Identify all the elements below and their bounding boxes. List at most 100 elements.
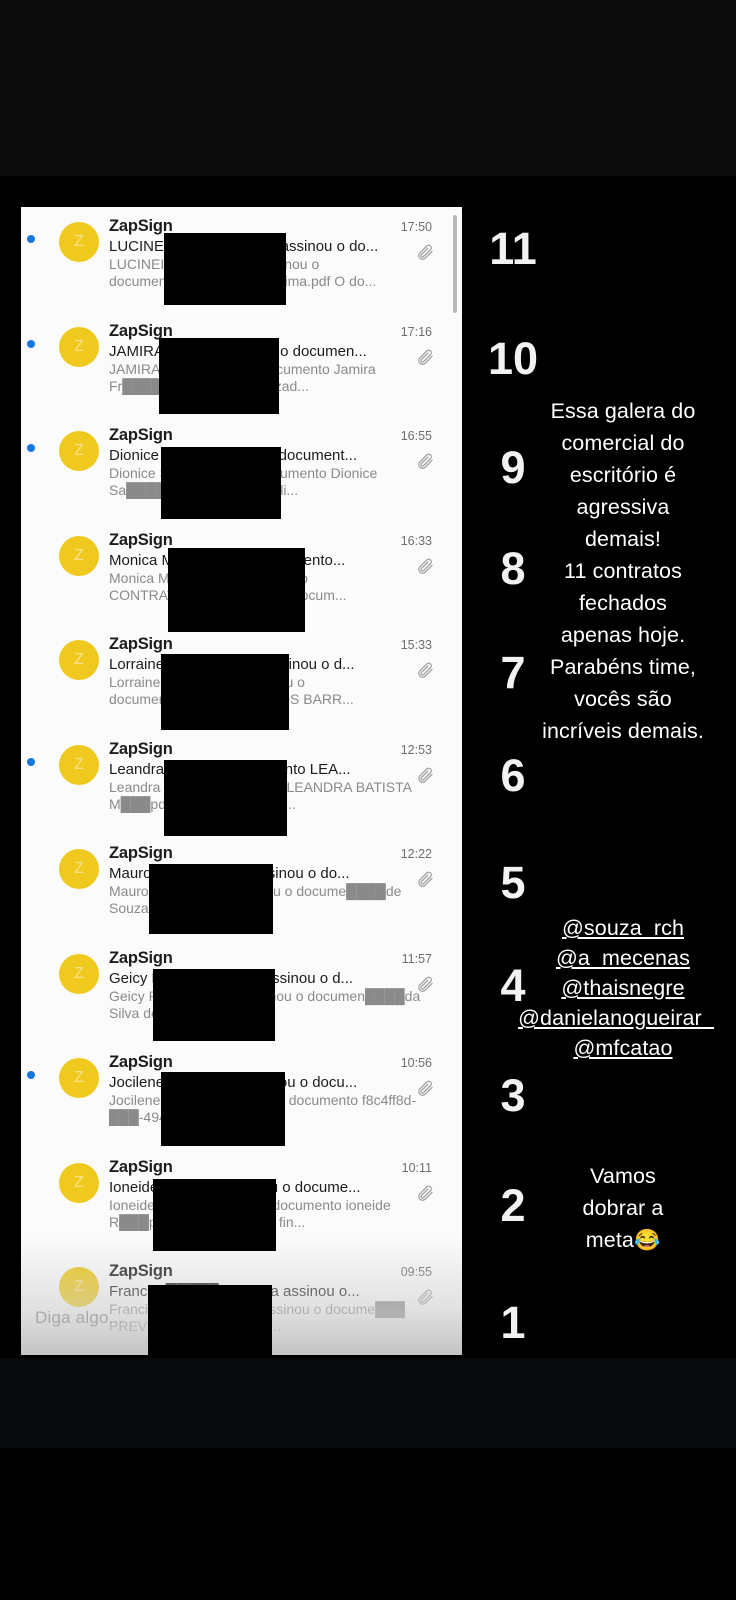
app-name: ZapSign (109, 739, 173, 758)
countdown-number-11: 11 (489, 223, 537, 274)
avatar-initial: Z (74, 651, 84, 668)
avatar: Z (59, 1058, 99, 1098)
avatar: Z (59, 744, 99, 785)
paperclip-icon (416, 661, 434, 679)
msg1-line-3: escritório é (569, 463, 677, 487)
redaction-bar (148, 1285, 272, 1355)
redaction-bar (164, 760, 287, 836)
scrollbar-thumb[interactable] (453, 215, 457, 313)
avatar-initial: Z (74, 233, 84, 250)
paperclip-icon (416, 243, 434, 261)
redaction-bar (168, 548, 305, 632)
app-name: ZapSign (109, 217, 173, 235)
avatar: Z (59, 326, 99, 367)
app-name: ZapSign (109, 635, 173, 653)
msg2-line-2: dobrar a (582, 1196, 664, 1220)
msg1-line-11: incríveis demais. (542, 719, 704, 743)
msg1-line-9: Parabéns time, (550, 655, 696, 679)
avatar: Z (59, 535, 99, 576)
bottom-letterbox-band (0, 1358, 736, 1448)
timestamp: 16:33 (400, 533, 432, 548)
paperclip-icon (416, 975, 434, 993)
mention-a-mecenas[interactable]: @a_mecenas (556, 946, 690, 970)
paperclip-icon (416, 1184, 434, 1202)
msg1-line-4: agressiva (576, 495, 670, 519)
avatar-initial: Z (74, 860, 84, 877)
redaction-bar (161, 447, 281, 519)
msg1-line-6: 11 contratos (564, 559, 682, 583)
avatar: Z (59, 953, 99, 994)
unread-dot (27, 444, 35, 452)
redaction-bar (149, 864, 273, 934)
countdown-number-9: 9 (500, 442, 526, 493)
top-letterbox-band (0, 0, 736, 176)
msg2-line-3: meta (585, 1228, 634, 1252)
mention-list: @souza_rch @a_mecenas @thaisnegre @danie… (518, 913, 718, 1063)
timestamp: 10:56 (400, 1056, 432, 1070)
app-name: ZapSign (109, 948, 173, 967)
paperclip-icon (416, 870, 434, 888)
msg1-line-2: comercial do (561, 431, 685, 455)
avatar-initial: Z (74, 546, 84, 564)
app-name: ZapSign (109, 426, 173, 444)
countdown-number-7: 7 (500, 647, 526, 698)
paperclip-icon (416, 766, 434, 784)
countdown-number-2: 2 (500, 1180, 526, 1231)
mention-danielanogueirar[interactable]: @danielanogueirar_ (518, 1006, 714, 1030)
story-message-primary: Essa galera do comercial do escritório é… (528, 395, 718, 747)
app-name: ZapSign (109, 844, 173, 862)
avatar: Z (59, 431, 99, 471)
paperclip-icon (416, 452, 434, 470)
msg1-line-8: apenas hoje. (560, 623, 686, 647)
joy-emoji-icon: 😂 (633, 1229, 661, 1252)
timestamp: 15:33 (400, 638, 432, 652)
mention-thaisnegre[interactable]: @thaisnegre (561, 976, 685, 1000)
msg1-line-1: Essa galera do (550, 399, 696, 423)
redaction-bar (164, 233, 286, 305)
reply-placeholder[interactable]: Diga algo... (35, 1308, 124, 1327)
paperclip-icon (416, 348, 434, 366)
redaction-bar (161, 654, 289, 730)
avatar-initial: Z (74, 442, 84, 459)
mention-mfcatao[interactable]: @mfcatao (573, 1036, 673, 1060)
msg1-line-10: vocês são (574, 687, 672, 711)
redaction-bar (153, 969, 275, 1041)
paperclip-icon (416, 1079, 434, 1097)
redaction-bar (161, 1072, 285, 1146)
avatar-initial: Z (74, 1173, 84, 1191)
timestamp: 17:50 (400, 220, 432, 234)
avatar: Z (59, 1162, 99, 1203)
timestamp: 10:11 (401, 1160, 432, 1175)
countdown-number-10: 10 (487, 333, 539, 384)
redaction-bar (153, 1179, 276, 1251)
msg2-line-1: Vamos (590, 1164, 656, 1188)
avatar-initial: Z (74, 1069, 84, 1086)
countdown-number-6: 6 (500, 750, 526, 801)
mention-souza-rch[interactable]: @souza_rch (561, 916, 685, 940)
timestamp: 12:53 (400, 742, 432, 757)
avatar: Z (59, 849, 99, 889)
unread-dot (27, 757, 35, 766)
app-name: ZapSign (109, 321, 173, 340)
countdown-number-1: 1 (500, 1297, 526, 1348)
avatar: Z (59, 222, 99, 262)
redaction-bar (159, 338, 279, 414)
app-name: ZapSign (109, 530, 173, 549)
timestamp: 12:22 (400, 847, 432, 861)
timestamp: 17:16 (400, 324, 432, 339)
timestamp: 11:57 (401, 951, 432, 966)
app-name: ZapSign (109, 1157, 173, 1176)
countdown-number-3: 3 (500, 1070, 526, 1121)
countdown-number-8: 8 (500, 543, 526, 594)
timestamp: 16:55 (400, 429, 432, 443)
msg1-line-7: fechados (578, 591, 668, 615)
countdown-number-5: 5 (500, 857, 526, 908)
countdown-number-4: 4 (500, 960, 526, 1011)
unread-dot (27, 339, 35, 348)
paperclip-icon (416, 557, 434, 575)
avatar: Z (59, 640, 99, 680)
avatar-initial: Z (74, 337, 84, 355)
avatar-initial: Z (74, 755, 84, 773)
